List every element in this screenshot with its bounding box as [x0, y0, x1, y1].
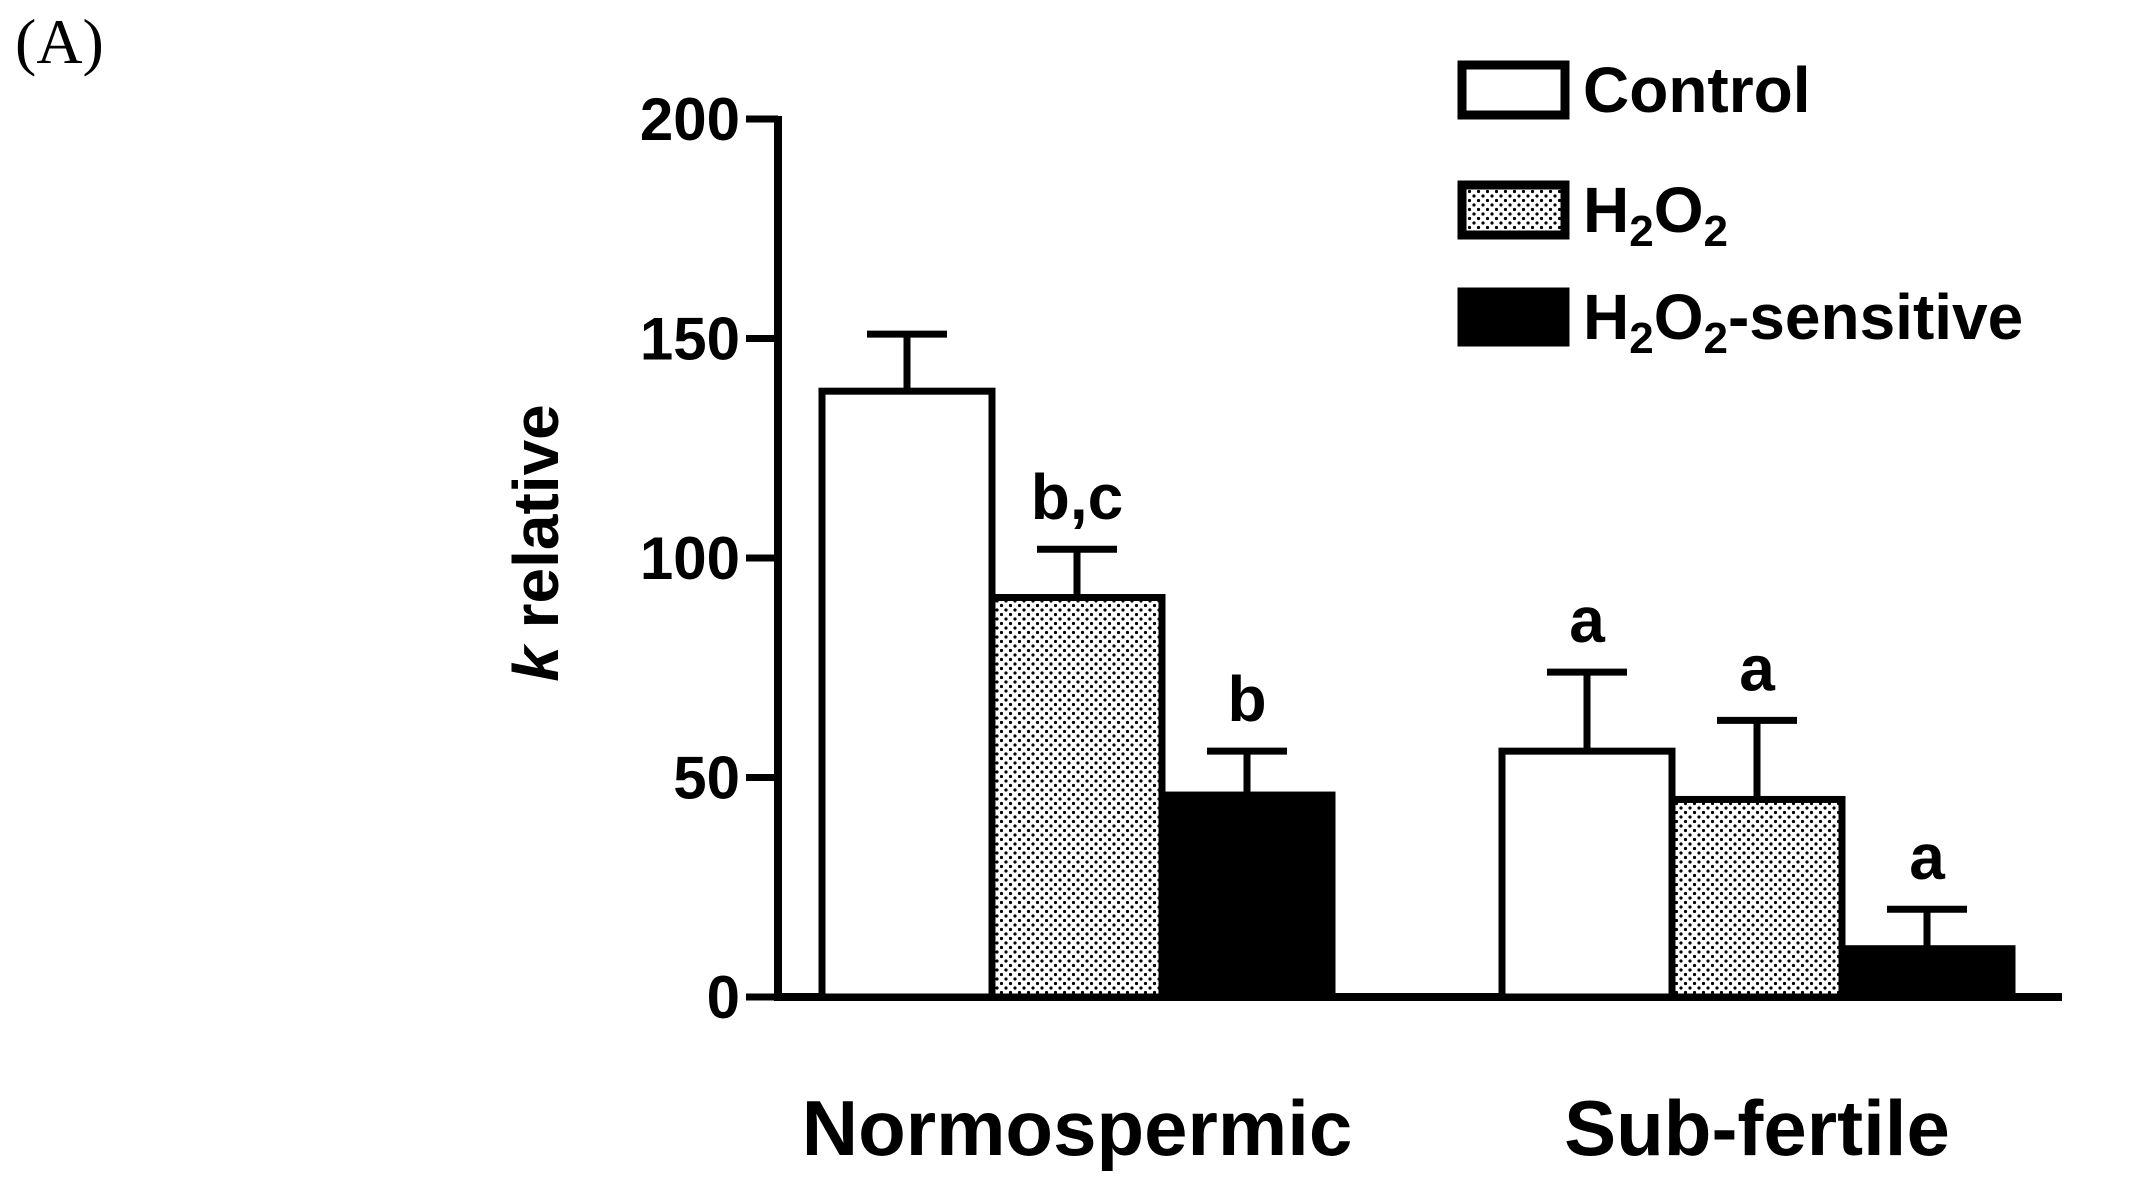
legend-subscript: 2: [1703, 207, 1727, 256]
legend-text: Control: [1583, 54, 1811, 126]
y-tick-label: 200: [640, 86, 740, 153]
y-axis-title-rest: relative: [500, 404, 572, 646]
category-label: Normospermic: [802, 1084, 1353, 1172]
y-tick-label: 100: [640, 525, 740, 592]
category-label: Sub-fertile: [1564, 1084, 1950, 1172]
legend-label: H2O2: [1583, 174, 1728, 256]
legend-text: H: [1583, 174, 1629, 246]
bar-h2o2-sensitive-sub-fertile: [1838, 945, 2016, 1001]
legend-text: -sensitive: [1728, 281, 2023, 353]
axes: 0 50 100 150 200 k relative Normospermic Sub-fe…: [500, 86, 2062, 1172]
legend-swatch: [1457, 60, 1570, 120]
legend-swatch: [1457, 287, 1570, 347]
bar-control-sub-fertile: [1498, 747, 1676, 1001]
panel-label: (A): [15, 6, 104, 77]
y-tick-label: 0: [707, 964, 740, 1031]
significance-label: a: [1569, 584, 1605, 656]
legend-subscript: 2: [1629, 314, 1653, 363]
bar-h2o2-normospermic: [988, 594, 1166, 1001]
legend-subscript: 2: [1629, 207, 1653, 256]
bar-h2o2-sub-fertile: [1668, 795, 1846, 1001]
legend-text: O: [1654, 281, 1704, 353]
significance-label: a: [1909, 821, 1945, 893]
legend-subscript: 2: [1703, 314, 1727, 363]
bars: b,c b a a a: [818, 330, 2016, 1001]
y-axis-title-italic: k: [500, 643, 572, 682]
legend-label: Control: [1583, 54, 1811, 126]
bar-control-normospermic: [818, 387, 996, 1001]
legend-swatch: [1457, 180, 1570, 240]
legend-text: H: [1583, 281, 1629, 353]
bar-h2o2-sensitive-normospermic: [1158, 791, 1336, 1001]
significance-label: a: [1739, 632, 1775, 704]
significance-label: b: [1227, 663, 1266, 735]
legend-text: O: [1654, 174, 1704, 246]
significance-label: b,c: [1031, 461, 1123, 533]
y-axis-title: k relative: [500, 404, 572, 682]
y-tick-label: 150: [640, 306, 740, 373]
y-tick-label: 50: [673, 745, 740, 812]
legend-label: H2O2-sensitive: [1583, 281, 2023, 363]
